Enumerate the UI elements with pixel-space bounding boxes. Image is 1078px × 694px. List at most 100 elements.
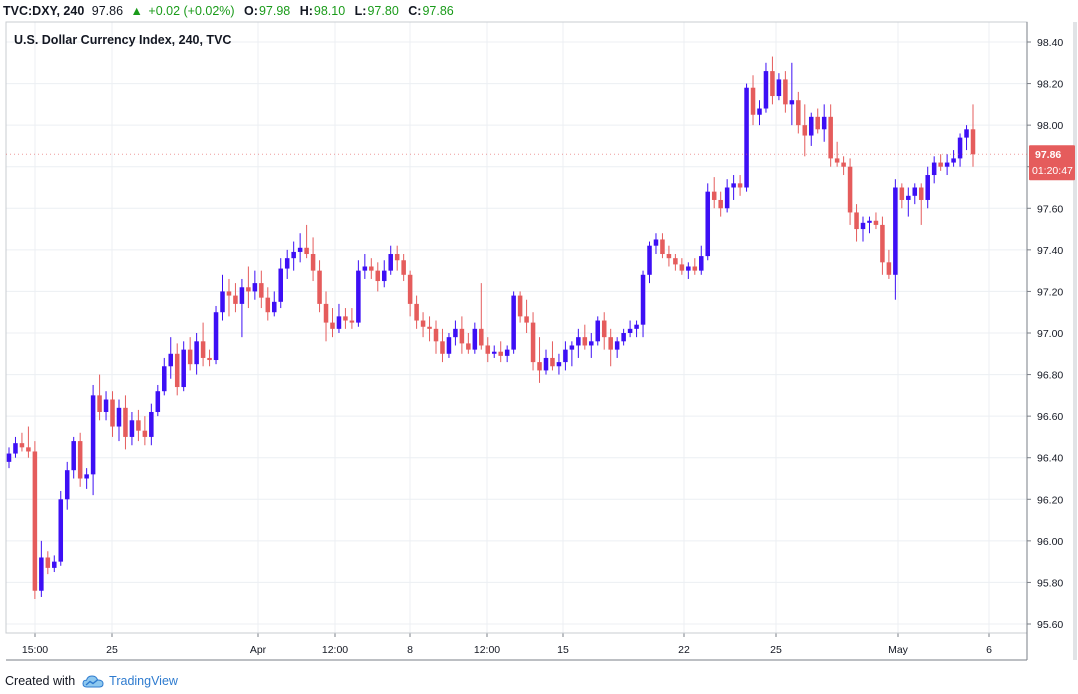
candle-down[interactable] (310, 237, 316, 282)
candle-down[interactable] (414, 295, 419, 329)
candle-up[interactable] (181, 341, 186, 392)
candle-up[interactable] (589, 333, 594, 358)
candle-down[interactable] (459, 316, 465, 354)
candle-up[interactable] (453, 320, 458, 346)
candle-down[interactable] (679, 258, 685, 275)
candle-up[interactable] (252, 270, 258, 300)
candle-up[interactable] (381, 260, 387, 288)
candle-down[interactable] (796, 91, 801, 134)
candle-down[interactable] (692, 258, 698, 275)
candle-up[interactable] (627, 320, 633, 338)
candle-up[interactable] (757, 100, 762, 126)
candle-up[interactable] (220, 274, 225, 321)
candle-down[interactable] (479, 283, 484, 350)
candle-up[interactable] (705, 183, 711, 261)
candle-down[interactable] (45, 551, 51, 575)
candle-down[interactable] (433, 320, 439, 354)
candle-up[interactable] (194, 333, 199, 375)
candle-up[interactable] (931, 156, 937, 184)
candle-up[interactable] (925, 166, 930, 209)
candle-up[interactable] (951, 150, 956, 167)
candle-down[interactable] (394, 245, 400, 271)
candle-up[interactable] (52, 555, 57, 573)
candle-down[interactable] (873, 212, 879, 230)
candle-up[interactable] (103, 391, 109, 421)
candle-up[interactable] (39, 540, 44, 597)
candle-up[interactable] (291, 241, 296, 271)
candle-down[interactable] (407, 270, 413, 317)
candle-down[interactable] (485, 337, 491, 363)
candle-down[interactable] (841, 156, 846, 176)
candle-down[interactable] (834, 141, 840, 167)
candle-down[interactable] (32, 441, 38, 600)
candle-up[interactable] (776, 73, 782, 101)
candle-down[interactable] (226, 278, 232, 317)
candle-up[interactable] (13, 436, 18, 458)
candle-down[interactable] (304, 224, 309, 259)
candle-down[interactable] (854, 204, 859, 242)
candle-up[interactable] (569, 341, 575, 367)
candle-down[interactable] (323, 291, 329, 342)
candle-up[interactable] (129, 411, 135, 446)
candle-down[interactable] (174, 343, 180, 396)
candle-down[interactable] (427, 316, 432, 342)
candle-up[interactable] (640, 270, 646, 338)
candle-down[interactable] (886, 249, 892, 279)
candle-down[interactable] (246, 266, 251, 309)
candle-down[interactable] (517, 291, 523, 323)
candle-up[interactable] (563, 341, 568, 371)
candle-down[interactable] (718, 191, 723, 217)
candle-up[interactable] (336, 303, 342, 333)
candle-down[interactable] (880, 216, 885, 275)
candle-up[interactable] (149, 403, 154, 446)
candle-down[interactable] (582, 324, 588, 350)
candle-down[interactable] (666, 245, 672, 267)
candle-up[interactable] (278, 258, 283, 309)
candle-up[interactable] (239, 278, 245, 338)
candle-up[interactable] (576, 328, 581, 358)
candle-down[interactable] (750, 75, 756, 126)
candle-down[interactable] (375, 262, 381, 292)
footer-attribution[interactable]: Created with TradingView (5, 672, 178, 690)
symbol-label[interactable]: TVC:DXY, 240 (3, 4, 85, 18)
candle-up[interactable] (867, 216, 872, 234)
candle-up[interactable] (699, 245, 704, 275)
candle-up[interactable] (168, 337, 174, 379)
candle-down[interactable] (847, 158, 853, 225)
candle-down[interactable] (537, 337, 542, 383)
candle-down[interactable] (673, 254, 678, 271)
candle-up[interactable] (763, 62, 769, 113)
candle-down[interactable] (97, 374, 102, 421)
candle-up[interactable] (356, 260, 361, 327)
candle-up[interactable] (64, 461, 70, 510)
candle-down[interactable] (601, 312, 607, 350)
candle-down[interactable] (207, 349, 212, 367)
candle-down[interactable] (783, 71, 788, 113)
candle-down[interactable] (802, 104, 808, 157)
candle-down[interactable] (136, 409, 141, 442)
candle-up[interactable] (6, 447, 12, 469)
candle-down[interactable] (401, 254, 406, 282)
candle-down[interactable] (828, 104, 833, 167)
candle-down[interactable] (317, 260, 322, 313)
candle-up[interactable] (71, 436, 76, 479)
candle-down[interactable] (110, 391, 115, 437)
candle-up[interactable] (90, 384, 96, 496)
candle-down[interactable] (524, 299, 529, 333)
candle-up[interactable] (957, 133, 963, 167)
scrollbar[interactable] (1073, 22, 1077, 660)
candle-up[interactable] (472, 322, 478, 354)
candle-up[interactable] (906, 187, 911, 217)
candle-down[interactable] (770, 56, 775, 105)
candle-up[interactable] (647, 241, 652, 284)
candle-down[interactable] (970, 104, 976, 167)
candle-down[interactable] (498, 341, 503, 363)
candle-up[interactable] (634, 320, 639, 338)
candle-up[interactable] (84, 468, 89, 489)
candle-up[interactable] (821, 104, 827, 142)
candle-up[interactable] (58, 490, 64, 566)
candle-up[interactable] (731, 175, 736, 200)
candle-down[interactable] (142, 416, 148, 446)
candle-down[interactable] (608, 328, 613, 367)
candle-up[interactable] (653, 233, 659, 255)
